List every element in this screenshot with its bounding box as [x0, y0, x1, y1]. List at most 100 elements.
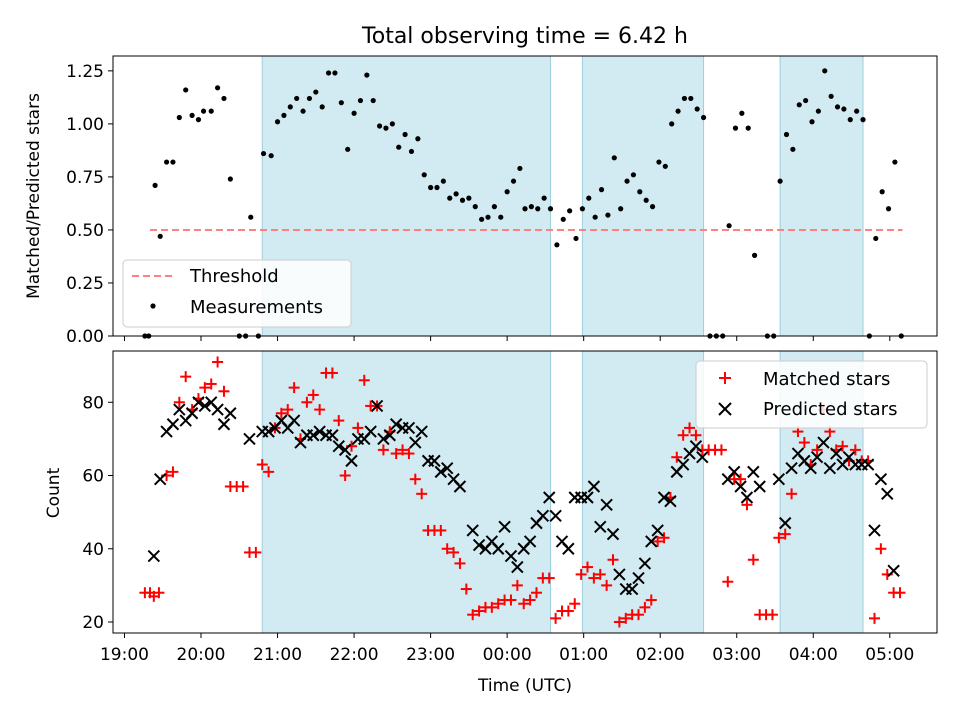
predicted-star-point	[651, 524, 664, 537]
predicted-star-point	[364, 425, 377, 438]
measurement-point	[338, 100, 344, 106]
measurement-point	[300, 108, 306, 114]
x-tick-label: 19:00	[100, 645, 149, 665]
predicted-star-point	[511, 560, 524, 574]
measurement-point	[541, 195, 547, 201]
measurement-point	[200, 108, 207, 114]
measurement-points	[142, 68, 904, 339]
measurement-point	[662, 163, 668, 169]
matched-star-point	[786, 488, 798, 500]
predicted-star-point	[185, 407, 199, 420]
predicted-star-point	[785, 461, 798, 475]
predicted-star-point	[747, 465, 760, 479]
matched-star-point	[205, 378, 217, 390]
matched-star-point	[741, 499, 753, 511]
measurement-point	[675, 108, 681, 114]
measurement-point	[732, 125, 739, 131]
measurement-point	[783, 131, 790, 138]
measurement-point	[841, 106, 847, 112]
predicted-star-point	[338, 443, 352, 457]
matched-star-point	[575, 568, 587, 580]
measurement-point	[396, 144, 402, 150]
y-tick-label: 60	[82, 467, 104, 487]
measurement-point	[402, 131, 408, 138]
matched-star-point	[301, 396, 313, 408]
y-tick-label: 80	[82, 393, 104, 413]
predicted-star-point	[198, 399, 212, 413]
measurement-point	[522, 206, 528, 212]
predicted-star-point	[613, 568, 626, 581]
predicted-star-point	[313, 425, 326, 438]
measurement-point	[183, 87, 189, 93]
matched-star-point	[518, 598, 530, 610]
measurement-point	[421, 172, 427, 178]
matched-star-point	[530, 587, 542, 599]
measurement-point	[325, 70, 332, 76]
y-tick-label: 0.50	[66, 221, 104, 241]
measurement-point	[287, 104, 293, 110]
measurement-point	[357, 97, 364, 104]
measurement-point	[208, 108, 214, 114]
measurement-point	[828, 93, 834, 99]
measurement-point	[751, 252, 758, 258]
measurement-point	[611, 155, 617, 161]
matched-star-point	[467, 609, 479, 621]
predicted-star-point	[543, 491, 556, 504]
predicted-star-point	[472, 538, 486, 552]
shaded-interval	[581, 350, 705, 634]
matched-star-point	[684, 422, 696, 434]
measurement-point	[528, 204, 534, 210]
measurement-point	[656, 159, 662, 165]
matched-star-point	[671, 451, 683, 463]
predicted-star-point	[307, 429, 320, 442]
measurement-point	[428, 184, 434, 191]
measurement-point	[554, 242, 560, 248]
x-axis-label: Time (UTC)	[477, 676, 572, 696]
matched-star-point	[658, 532, 670, 544]
predicted-star-point	[740, 491, 754, 504]
predicted-star-point	[453, 480, 467, 493]
x-tick-label: 20:00	[177, 645, 226, 665]
measurement-point	[854, 108, 860, 114]
measurement-point	[649, 204, 656, 210]
legend-measurements-swatch	[150, 303, 156, 309]
legend-measurements-label: Measurements	[190, 297, 323, 318]
ratio-axis-ticks: 0.00 0.25 0.50 0.75 1.00 1.25	[66, 62, 891, 347]
measurement-point	[834, 104, 841, 110]
matched-star-point	[326, 367, 338, 379]
predicted-star-point	[243, 432, 256, 446]
matched-star-point	[403, 448, 415, 460]
measurement-point	[479, 216, 485, 222]
measurement-point	[195, 117, 202, 123]
predicted-star-point	[504, 549, 518, 563]
measurement-point	[389, 121, 395, 127]
measurement-point	[466, 195, 472, 201]
predicted-star-point	[332, 440, 345, 453]
measurement-point	[739, 110, 745, 116]
x-tick-label: 22:00	[330, 645, 379, 665]
measurement-point	[268, 153, 274, 159]
measurement-point	[498, 214, 504, 220]
predicted-star-point	[383, 429, 396, 442]
predicted-star-point	[645, 535, 658, 548]
matched-star-point	[167, 466, 179, 478]
matched-star-point	[505, 594, 517, 606]
y-tick-label: 0.00	[66, 327, 104, 347]
measurement-point	[453, 191, 459, 197]
predicted-star-point	[466, 524, 479, 537]
matched-star-point	[569, 598, 581, 610]
predicted-star-point	[326, 429, 339, 442]
ratio-legend-box	[122, 259, 352, 328]
matched-star-point	[416, 488, 428, 500]
predicted-star-point	[887, 564, 900, 577]
measurement-point	[688, 95, 694, 102]
predicted-star-point	[370, 399, 384, 413]
predicted-star-point	[415, 425, 428, 438]
matched-star-point	[543, 572, 555, 584]
matched-star-point	[766, 609, 778, 621]
measurement-point	[573, 235, 579, 242]
ratio-shaded-intervals	[261, 55, 864, 337]
predicted-star-point	[868, 524, 881, 537]
measurement-point	[579, 206, 585, 212]
ratio-y-axis-label: Matched/Predicted stars	[24, 93, 44, 299]
